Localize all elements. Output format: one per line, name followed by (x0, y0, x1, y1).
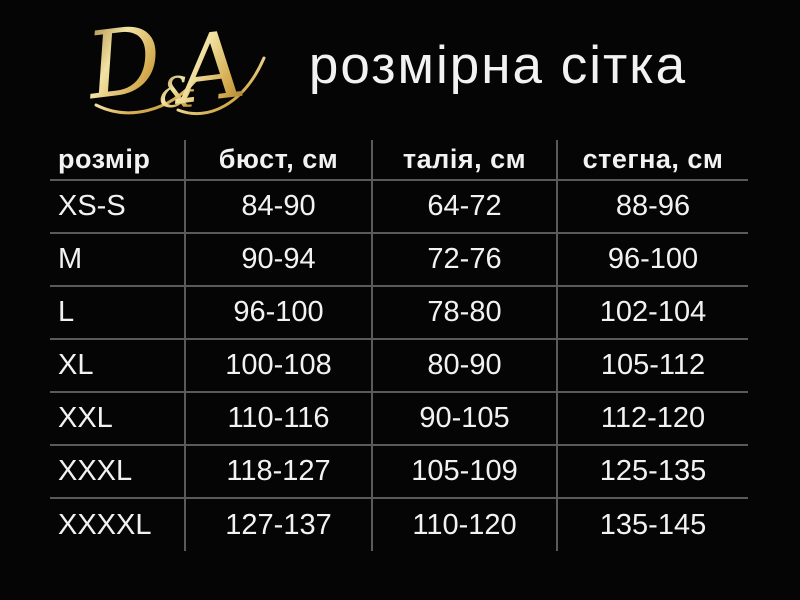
hips-cell: 112-120 (556, 392, 748, 446)
table-row: XXL 110-116 90-105 112-120 (50, 392, 748, 446)
waist-cell: 78-80 (371, 286, 557, 340)
bust-cell: 96-100 (184, 286, 372, 340)
bust-cell: 127-137 (184, 498, 372, 551)
hips-cell: 102-104 (556, 286, 748, 340)
hips-cell: 125-135 (556, 445, 748, 499)
size-cell: XL (50, 339, 185, 393)
bust-cell: 100-108 (184, 339, 372, 393)
logo-flourish-icon (94, 56, 266, 116)
size-cell: XXL (50, 392, 185, 446)
column-header-bust: бюст, см (184, 140, 372, 181)
column-header-size: розмір (50, 140, 185, 181)
column-header-waist: талія, см (371, 140, 557, 181)
bust-cell: 90-94 (184, 233, 372, 287)
hips-cell: 105-112 (556, 339, 748, 393)
hips-cell: 88-96 (556, 180, 748, 234)
bust-cell: 118-127 (184, 445, 372, 499)
size-cell: M (50, 233, 185, 287)
page-title: розмірна сітка (308, 35, 688, 95)
header-row: розмір бюст, см талія, см стегна, см (50, 140, 748, 181)
size-cell: XXXXL (58, 508, 152, 541)
hips-cell: 135-145 (556, 498, 748, 551)
table-row: L 96-100 78-80 102-104 (50, 286, 748, 340)
size-cell: L (50, 286, 185, 340)
table-row: XL 100-108 80-90 105-112 (50, 339, 748, 393)
waist-cell: 110-120 (371, 498, 557, 551)
waist-cell: 105-109 (371, 445, 557, 499)
hips-cell: 96-100 (556, 233, 748, 287)
size-table-body: XS-S 84-90 64-72 88-96 M 90-94 72-76 96-100 L 96-… (50, 180, 748, 551)
brand-logo: D & A (82, 8, 266, 118)
table-row: XXXL 118-127 105-109 125-135 (50, 445, 748, 499)
waist-cell: 80-90 (371, 339, 557, 393)
table-row: XS-S 84-90 64-72 88-96 (50, 180, 748, 234)
size-cell: XS-S (50, 180, 185, 234)
table-row: XXXXL 127-137 110-120 135-145 (50, 498, 748, 551)
size-table-header: розмір бюст, см талія, см стегна, см (50, 140, 748, 181)
logo-letter-d: D (82, 8, 167, 118)
waist-cell: 72-76 (371, 233, 557, 287)
logo-ampersand: & (159, 68, 196, 117)
size-cell: XXXL (50, 445, 185, 499)
size-table: розмір бюст, см талія, см стегна, см XS-… (50, 140, 748, 551)
waist-cell: 64-72 (371, 180, 557, 234)
waist-cell: 90-105 (371, 392, 557, 446)
column-header-hips: стегна, см (556, 140, 748, 181)
bust-cell: 84-90 (184, 180, 372, 234)
bust-cell: 110-116 (184, 392, 372, 446)
table-row: M 90-94 72-76 96-100 (50, 233, 748, 287)
